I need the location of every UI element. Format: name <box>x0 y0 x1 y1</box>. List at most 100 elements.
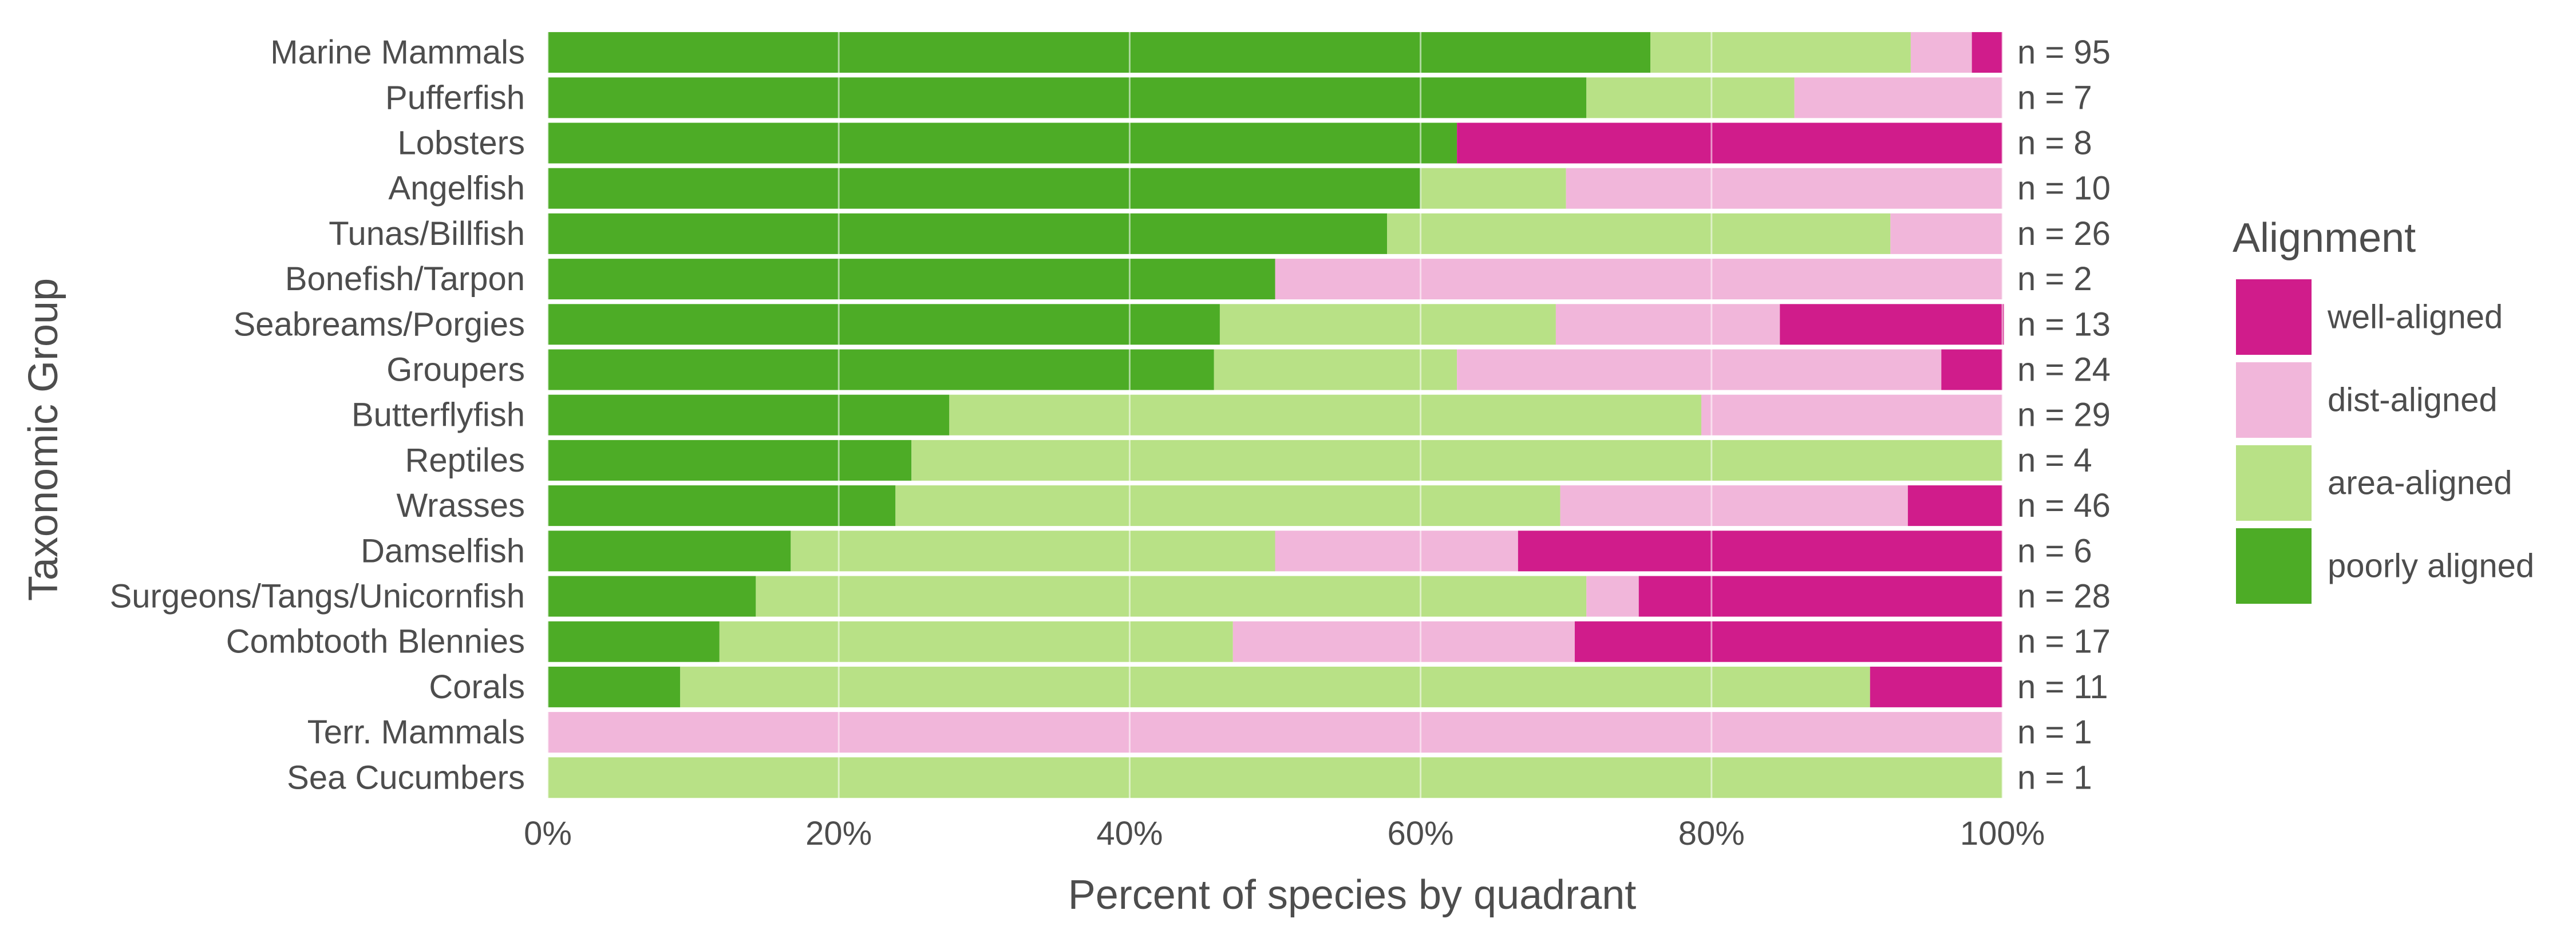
bar-surgeons-tangs-unicornfish-area-aligned <box>756 576 1587 617</box>
bar-corals-poorly-aligned <box>548 666 681 707</box>
grid-layer <box>547 30 2004 801</box>
bar-tunas-billfish-area-aligned <box>1387 213 1891 254</box>
bar-seabreams-porgies-dist-aligned <box>1555 304 1780 345</box>
category-label: Groupers <box>386 351 525 389</box>
category-label: Combtooth Blennies <box>226 623 525 660</box>
bar-surgeons-tangs-unicornfish-dist-aligned <box>1586 576 1639 617</box>
category-label: Reptiles <box>405 442 525 479</box>
category-label: Marine Mammals <box>270 34 525 71</box>
bar-groupers-well-aligned <box>1941 349 2002 390</box>
category-label: Terr. Mammals <box>307 714 525 751</box>
legend-items: well-aligned dist-aligned area-aligned poor… <box>2236 279 2534 604</box>
bar-sea-cucumbers-area-aligned <box>548 757 2002 798</box>
category-label: Lobsters <box>398 125 525 162</box>
bar-combtooth-blennies-area-aligned <box>719 621 1233 662</box>
bar-wrasses-well-aligned <box>1907 485 2002 527</box>
bar-combtooth-blennies-dist-aligned <box>1232 621 1575 662</box>
bar-surgeons-tangs-unicornfish-poorly-aligned <box>548 576 756 617</box>
bar-pufferfish-area-aligned <box>1586 77 1795 118</box>
bar-lobsters-well-aligned <box>1457 122 2002 164</box>
legend-swatch-poorly-aligned <box>2236 528 2312 604</box>
category-label: Damselfish <box>361 532 525 569</box>
bar-wrasses-area-aligned <box>895 485 1560 527</box>
bar-tunas-billfish-dist-aligned <box>1890 213 2002 254</box>
bar-pufferfish-poorly-aligned <box>548 77 1587 118</box>
count-label: n = 95 <box>2017 34 2111 71</box>
bar-butterflyfish-area-aligned <box>949 394 1702 436</box>
x-tick-label: 80% <box>1678 815 1745 852</box>
count-label: n = 13 <box>2017 306 2111 343</box>
bar-angelfish-dist-aligned <box>1566 168 2002 209</box>
y-axis-title: Taxonomic Group <box>21 278 66 601</box>
count-label: n = 11 <box>2017 668 2108 706</box>
bar-marine-mammals-well-aligned <box>1971 32 2002 73</box>
category-label: Sea Cucumbers <box>287 759 525 796</box>
count-label: n = 4 <box>2017 442 2092 479</box>
count-label: n = 28 <box>2017 578 2111 615</box>
legend-label-well-aligned: well-aligned <box>2327 299 2503 336</box>
bar-reptiles-area-aligned <box>911 440 2002 481</box>
count-label: n = 10 <box>2017 170 2111 207</box>
x-tick-label: 60% <box>1388 815 1454 852</box>
bar-marine-mammals-poorly-aligned <box>548 32 1651 73</box>
category-label: Corals <box>429 668 525 706</box>
bar-corals-well-aligned <box>1870 666 2002 707</box>
bar-damselfish-dist-aligned <box>1275 531 1518 572</box>
legend-title: Alignment <box>2233 215 2416 261</box>
count-label: n = 1 <box>2017 714 2092 751</box>
bar-marine-mammals-dist-aligned <box>1910 32 1972 73</box>
bar-lobsters-poorly-aligned <box>548 122 1457 164</box>
count-label: n = 2 <box>2017 260 2092 298</box>
count-label: n = 8 <box>2017 125 2092 162</box>
legend-label-poorly-aligned: poorly aligned <box>2328 548 2534 585</box>
category-labels: Marine Mammals Pufferfish Lobsters Angelfis… <box>110 34 525 796</box>
bar-angelfish-poorly-aligned <box>548 168 1421 209</box>
bar-groupers-poorly-aligned <box>548 349 1214 390</box>
x-tick-labels: 0% 20% 40% 60% 80% 100% <box>524 815 2045 852</box>
bar-groupers-area-aligned <box>1214 349 1457 390</box>
count-label: n = 29 <box>2017 397 2111 434</box>
bar-seabreams-porgies-poorly-aligned <box>548 304 1220 345</box>
count-labels: n = 95 n = 7 n = 8 n = 10 n = 26 n = 2 n = 13 n… <box>2017 34 2111 796</box>
count-label: n = 24 <box>2017 351 2111 389</box>
bar-butterflyfish-dist-aligned <box>1701 394 2002 436</box>
x-tick-label: 0% <box>524 815 572 852</box>
count-label: n = 6 <box>2017 532 2092 569</box>
x-tick-label: 100% <box>1960 815 2045 852</box>
bar-groupers-dist-aligned <box>1457 349 1942 390</box>
legend: Alignment well-aligned dist-aligned area-a… <box>2233 215 2534 604</box>
category-label: Surgeons/Tangs/Unicornfish <box>110 578 525 615</box>
count-label: n = 7 <box>2017 79 2092 116</box>
bar-pufferfish-dist-aligned <box>1794 77 2002 118</box>
category-label: Bonefish/Tarpon <box>285 260 525 298</box>
bar-butterflyfish-poorly-aligned <box>548 394 950 436</box>
bars-layer <box>548 32 2004 798</box>
bar-seabreams-porgies-area-aligned <box>1219 304 1556 345</box>
bar-corals-area-aligned <box>680 666 1870 707</box>
x-axis-title: Percent of species by quadrant <box>1068 872 1637 918</box>
category-label: Tunas/Billfish <box>329 215 525 252</box>
bar-surgeons-tangs-unicornfish-well-aligned <box>1638 576 2002 617</box>
bar-tunas-billfish-poorly-aligned <box>548 213 1388 254</box>
bar-damselfish-area-aligned <box>791 531 1275 572</box>
legend-swatch-area-aligned <box>2236 445 2312 521</box>
bar-combtooth-blennies-poorly-aligned <box>548 621 720 662</box>
bar-terr-mammals-dist-aligned <box>548 712 2002 753</box>
category-label: Wrasses <box>396 487 525 524</box>
legend-label-dist-aligned: dist-aligned <box>2328 382 2498 419</box>
bar-wrasses-dist-aligned <box>1560 485 1908 527</box>
count-label: n = 46 <box>2017 487 2111 524</box>
legend-swatch-dist-aligned <box>2236 362 2312 438</box>
bar-wrasses-poorly-aligned <box>548 485 896 527</box>
category-label: Butterflyfish <box>351 397 525 434</box>
bar-marine-mammals-area-aligned <box>1650 32 1911 73</box>
category-label: Seabreams/Porgies <box>234 306 525 343</box>
legend-swatch-well-aligned <box>2236 279 2312 355</box>
x-tick-label: 40% <box>1096 815 1163 852</box>
category-label: Pufferfish <box>385 79 525 116</box>
category-label: Angelfish <box>388 170 525 207</box>
count-label: n = 17 <box>2017 623 2111 660</box>
bar-combtooth-blennies-well-aligned <box>1574 621 2002 662</box>
bar-bonefish-tarpon-poorly-aligned <box>548 259 1275 300</box>
